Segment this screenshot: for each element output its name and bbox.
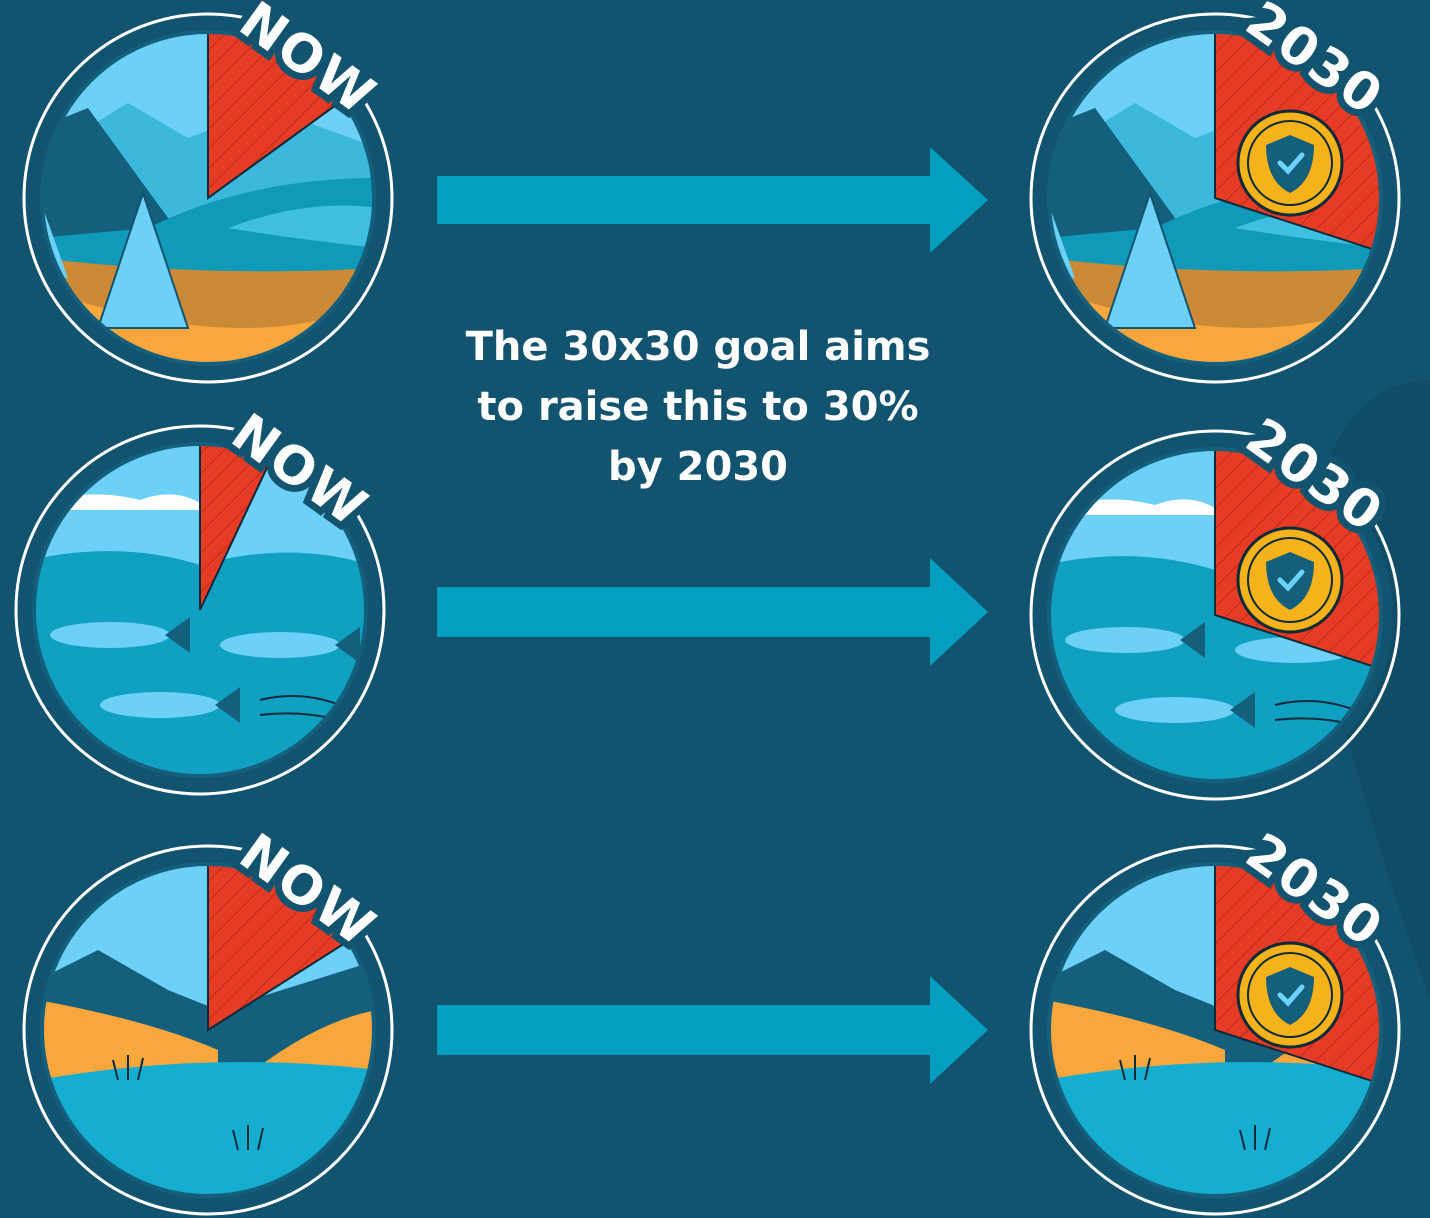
page: The 30x30 goal aims to raise this to 30%… <box>0 0 1430 1218</box>
fish <box>100 692 220 718</box>
center-text: to raise this to 30% <box>477 384 918 430</box>
fish <box>50 622 170 648</box>
fish <box>1065 627 1185 653</box>
infographic: The 30x30 goal aims to raise this to 30%… <box>0 0 1430 1218</box>
center-text: The 30x30 goal aims <box>466 324 931 370</box>
fish <box>1115 697 1235 723</box>
fish <box>220 632 340 658</box>
center-text: by 2030 <box>608 444 788 490</box>
